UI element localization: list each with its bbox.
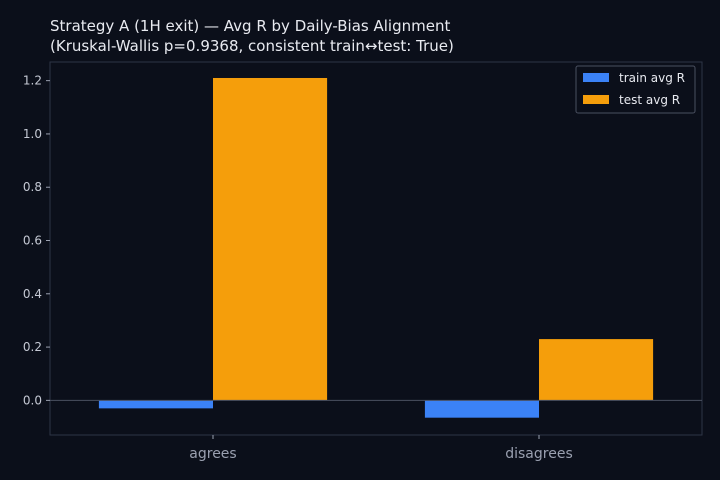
- y-tick-label: 0.2: [23, 340, 42, 354]
- chart-title: Strategy A (1H exit) — Avg R by Daily-Bi…: [50, 17, 450, 35]
- y-tick-label: 0.0: [23, 393, 42, 407]
- y-axis: 0.0 0.2 0.4 0.6 0.8 1.0 1.2: [23, 74, 50, 407]
- legend-swatch-train: [583, 73, 609, 82]
- x-tick-label: disagrees: [505, 446, 573, 462]
- bar-test-avg-r-agrees: [213, 77, 328, 401]
- bar-train-avg-r-agrees: [98, 400, 213, 409]
- bar-test-avg-r-disagrees: [539, 339, 654, 401]
- legend-label-train: train avg R: [619, 71, 685, 85]
- y-tick-label: 0.4: [23, 287, 42, 301]
- legend-swatch-test: [583, 95, 609, 104]
- plot-frame: [49, 61, 703, 436]
- bar-train-avg-r-disagrees: [424, 400, 539, 418]
- plot-area: 0.0 0.2 0.4 0.6 0.8 1.0 1.2 agrees disagrees: [23, 61, 703, 462]
- x-axis: agrees disagrees: [189, 435, 573, 462]
- y-tick-label: 0.8: [23, 180, 42, 194]
- y-tick-label: 0.6: [23, 234, 42, 248]
- chart-subtitle: (Kruskal-Wallis p=0.9368, consistent tra…: [50, 37, 454, 55]
- x-tick-label: agrees: [189, 446, 236, 462]
- y-tick-label: 1.0: [23, 127, 42, 141]
- y-tick-label: 1.2: [23, 74, 42, 88]
- bars: [98, 77, 654, 418]
- legend-label-test: test avg R: [619, 93, 680, 107]
- legend: train avg R test avg R: [575, 65, 696, 114]
